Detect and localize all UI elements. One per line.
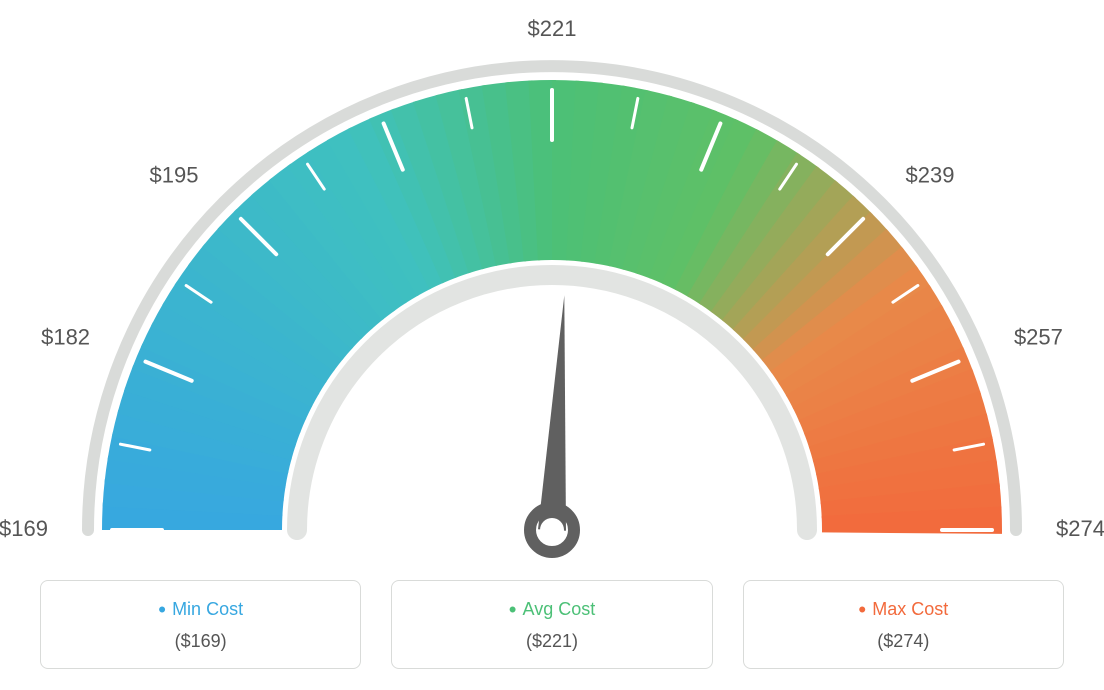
gauge-scale-label: $169 <box>0 516 48 541</box>
gauge-needle <box>538 295 566 530</box>
gauge-scale-label: $257 <box>1014 325 1063 350</box>
cost-gauge-chart: $169 $182 $195 $221 $239 $257 $274 Min Cost ($… <box>0 0 1104 690</box>
legend-title-min: Min Cost <box>53 597 348 623</box>
gauge-scale-label: $274 <box>1056 516 1104 541</box>
legend-card-avg: Avg Cost ($221) <box>391 580 712 669</box>
gauge-scale-label: $221 <box>528 16 577 41</box>
legend-title-avg: Avg Cost <box>404 597 699 623</box>
legend-row: Min Cost ($169) Avg Cost ($221) Max Cost… <box>0 580 1104 669</box>
legend-value-max: ($274) <box>756 631 1051 652</box>
legend-card-min: Min Cost ($169) <box>40 580 361 669</box>
legend-value-avg: ($221) <box>404 631 699 652</box>
gauge-svg: $169 $182 $195 $221 $239 $257 $274 <box>0 0 1104 580</box>
gauge-scale-label: $182 <box>41 325 90 350</box>
legend-card-max: Max Cost ($274) <box>743 580 1064 669</box>
gauge-area: $169 $182 $195 $221 $239 $257 $274 <box>0 0 1104 580</box>
gauge-scale-label: $239 <box>906 162 955 187</box>
legend-title-max: Max Cost <box>756 597 1051 623</box>
legend-value-min: ($169) <box>53 631 348 652</box>
gauge-scale-label: $195 <box>149 162 198 187</box>
